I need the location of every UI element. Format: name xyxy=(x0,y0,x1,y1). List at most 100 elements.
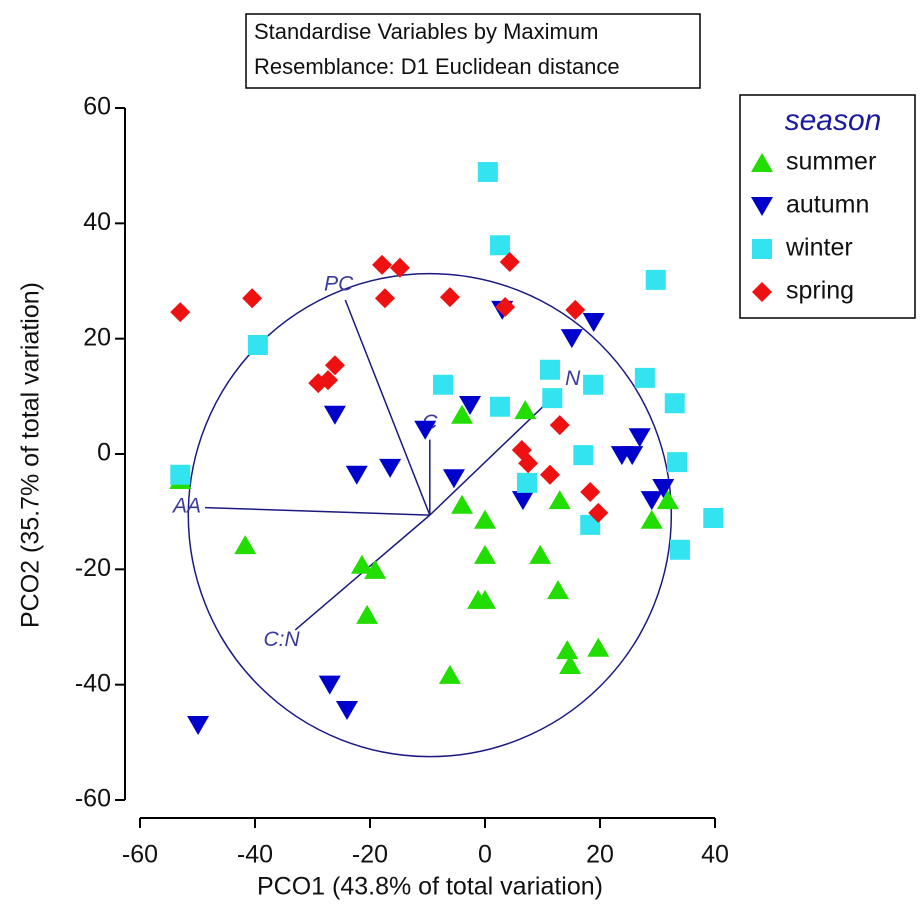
point xyxy=(640,509,663,529)
point xyxy=(583,374,604,395)
point xyxy=(318,370,339,391)
point xyxy=(669,539,690,560)
y-tick-label: -20 xyxy=(75,554,111,582)
x-tick-label: 0 xyxy=(478,841,492,869)
point xyxy=(364,559,387,579)
legend-label: summer xyxy=(786,148,876,176)
point xyxy=(379,458,402,478)
point xyxy=(495,296,516,317)
point xyxy=(548,490,571,510)
legend-label: autumn xyxy=(786,191,869,219)
point xyxy=(547,580,570,600)
point xyxy=(438,664,461,684)
legend-label: spring xyxy=(786,277,854,305)
vector-label: C:N xyxy=(263,628,300,651)
point xyxy=(336,701,358,721)
legend-box xyxy=(739,94,916,319)
point xyxy=(652,479,675,499)
y-axis-label: PCO2 (35.7% of total variation) xyxy=(17,282,45,628)
vector-label: N xyxy=(565,367,581,390)
point xyxy=(477,162,498,183)
point xyxy=(242,288,263,309)
vector xyxy=(429,390,561,516)
point xyxy=(542,388,563,409)
point xyxy=(489,235,510,256)
point xyxy=(324,355,345,376)
point xyxy=(573,445,594,466)
point xyxy=(621,446,644,466)
point xyxy=(389,257,410,278)
x-tick-label: -60 xyxy=(122,841,158,869)
vector xyxy=(204,506,430,516)
x-tick-label: 40 xyxy=(701,841,729,869)
chart-title: Standardise Variables by Maximum xyxy=(254,19,598,44)
y-tick-label: -40 xyxy=(75,669,111,697)
y-tick-label: -60 xyxy=(75,785,111,813)
point xyxy=(442,469,465,489)
point xyxy=(628,428,651,448)
point xyxy=(656,490,679,510)
vector-label: AA xyxy=(171,495,201,518)
point xyxy=(588,502,609,523)
legend-marker xyxy=(751,197,773,216)
point xyxy=(539,464,560,485)
point xyxy=(474,544,496,564)
point xyxy=(556,640,579,660)
vector xyxy=(344,299,431,516)
point xyxy=(433,374,454,395)
point xyxy=(664,393,685,414)
point xyxy=(323,405,346,425)
point xyxy=(580,514,601,535)
y-tick-label: 60 xyxy=(83,93,111,121)
point xyxy=(356,604,379,624)
chart-title: Resemblance: D1 Euclidean distance xyxy=(254,54,620,79)
point xyxy=(499,251,520,272)
point xyxy=(587,637,610,657)
point xyxy=(645,269,666,290)
x-tick-label: 20 xyxy=(586,841,614,869)
point xyxy=(667,452,688,473)
x-tick-label: -40 xyxy=(237,841,273,869)
point xyxy=(318,675,341,695)
x-tick-label: -20 xyxy=(352,841,388,869)
point xyxy=(187,716,210,736)
legend-title: season xyxy=(785,104,882,137)
point xyxy=(511,491,534,511)
point xyxy=(539,359,560,380)
point xyxy=(451,404,473,424)
point xyxy=(580,482,601,503)
point xyxy=(451,494,473,514)
point xyxy=(565,299,586,320)
point xyxy=(414,420,437,440)
point xyxy=(703,508,724,529)
correlation-circle xyxy=(187,272,673,758)
point xyxy=(489,396,510,417)
point xyxy=(439,287,460,308)
point xyxy=(234,535,257,555)
point xyxy=(474,589,496,609)
x-axis-label: PCO1 (43.8% of total variation) xyxy=(257,873,603,901)
point xyxy=(634,367,655,388)
legend-marker xyxy=(751,153,773,172)
legend-marker xyxy=(752,282,772,302)
point xyxy=(459,395,482,415)
point xyxy=(247,335,268,356)
point xyxy=(529,544,552,564)
point xyxy=(170,464,191,485)
point xyxy=(170,302,191,323)
vector-label: PC xyxy=(324,273,354,296)
y-tick-label: 20 xyxy=(83,323,111,351)
y-tick-label: 40 xyxy=(83,208,111,236)
point xyxy=(345,465,368,485)
legend-label: winter xyxy=(785,234,853,262)
point xyxy=(350,554,373,574)
point xyxy=(559,655,582,675)
point xyxy=(560,329,583,349)
point xyxy=(474,509,496,529)
point xyxy=(516,472,537,493)
point xyxy=(372,254,393,275)
point xyxy=(582,312,605,332)
point xyxy=(514,400,537,420)
point xyxy=(374,288,395,309)
